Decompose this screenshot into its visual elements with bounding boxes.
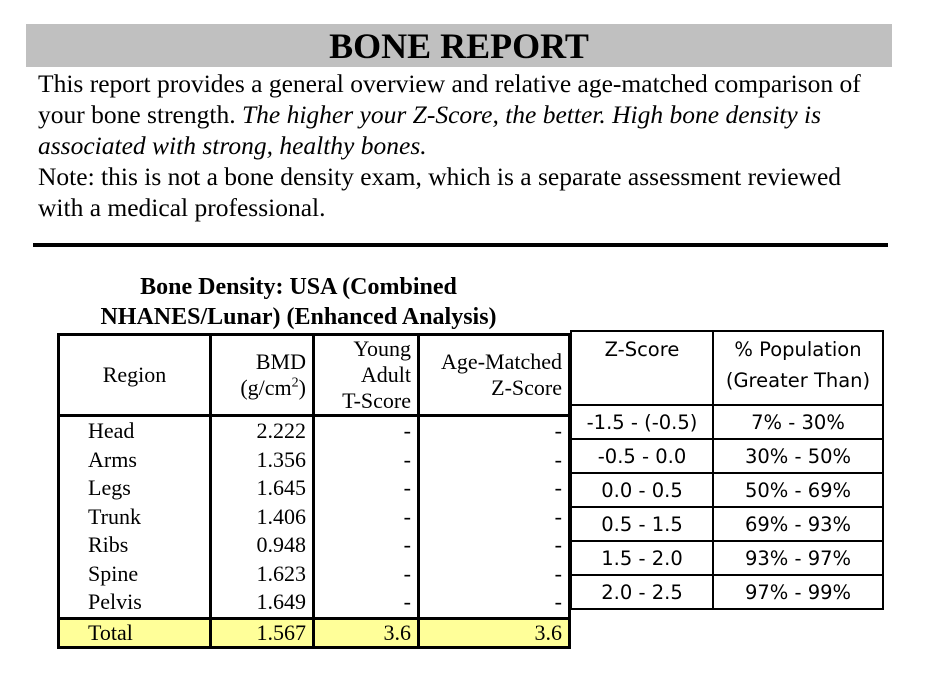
header-bmd: BMD (g/cm2)	[209, 333, 315, 417]
total-t-score: 3.6	[312, 616, 420, 649]
header-bmd-units: (g/cm2)	[218, 375, 306, 401]
header-population: % Population (Greater Than)	[712, 330, 884, 406]
cell-z-score: -	[417, 415, 571, 446]
header-z-line1: Age-Matched	[441, 349, 562, 374]
units-prefix: (g/cm	[240, 375, 292, 400]
units-superscript: 2	[291, 375, 299, 391]
header-population-line1: % Population	[734, 338, 862, 361]
disclaimer-note: Note: this is not a bone density exam, w…	[38, 162, 842, 222]
cell-population: 69% - 93%	[712, 506, 884, 542]
header-z-score: Age-Matched Z-Score	[417, 333, 571, 417]
cell-region: Legs	[57, 474, 212, 503]
cell-bmd: 1.406	[209, 502, 315, 531]
reference-row: 2.0 - 2.5 97% - 99%	[570, 574, 884, 610]
bmd-table-caption: Bone Density: USA (Combined NHANES/Lunar…	[57, 272, 540, 332]
cell-z-score: -	[417, 474, 571, 503]
caption-line-2: NHANES/Lunar) (Enhanced Analysis)	[100, 304, 497, 330]
reference-row: 1.5 - 2.0 93% - 97%	[570, 540, 884, 576]
header-bmd-line1: BMD	[255, 349, 306, 374]
reference-row: 0.5 - 1.5 69% - 93%	[570, 506, 884, 542]
intro-text: This report provides a general overview …	[38, 69, 861, 129]
header-region: Region	[57, 333, 212, 417]
header-t-line1: Young	[353, 336, 411, 361]
cell-t-score: -	[312, 415, 420, 446]
units-suffix: )	[298, 375, 306, 400]
cell-z-range: 0.5 - 1.5	[570, 506, 714, 542]
total-row: Total 1.567 3.6 3.6	[57, 616, 571, 649]
cell-t-score: -	[312, 445, 420, 474]
cell-bmd: 1.645	[209, 474, 315, 503]
cell-z-score: -	[417, 445, 571, 474]
header-t-line3: T-Score	[342, 388, 411, 413]
table-header-row: Region BMD (g/cm2) Young Adult T-Score A…	[57, 333, 571, 417]
total-label: Total	[57, 616, 212, 649]
intro-section: This report provides a general overview …	[38, 68, 888, 223]
cell-bmd: 1.356	[209, 445, 315, 474]
cell-z-score: -	[417, 588, 571, 618]
header-population-line2: (Greater Than)	[725, 369, 871, 392]
cell-z-score: -	[417, 531, 571, 560]
cell-region: Pelvis	[57, 588, 212, 618]
cell-population: 93% - 97%	[712, 540, 884, 576]
reference-row: 0.0 - 0.5 50% - 69%	[570, 472, 884, 508]
report-title: BONE REPORT	[329, 26, 589, 66]
cell-region: Arms	[57, 445, 212, 474]
cell-z-range: 0.0 - 0.5	[570, 472, 714, 508]
total-z-score: 3.6	[417, 616, 571, 649]
cell-z-range: 2.0 - 2.5	[570, 574, 714, 610]
cell-region: Spine	[57, 559, 212, 588]
cell-population: 7% - 30%	[712, 404, 884, 440]
table-row: Head 2.222 - -	[57, 415, 571, 446]
cell-bmd: 2.222	[209, 415, 315, 446]
header-z-range: Z-Score	[570, 330, 714, 406]
total-bmd: 1.567	[209, 616, 315, 649]
cell-t-score: -	[312, 502, 420, 531]
z-score-reference-table: Z-Score % Population (Greater Than) -1.5…	[570, 330, 884, 610]
table-row: Spine 1.623 - -	[57, 559, 571, 588]
cell-z-score: -	[417, 559, 571, 588]
cell-region: Head	[57, 415, 212, 446]
cell-t-score: -	[312, 474, 420, 503]
header-t-line2: Adult	[360, 362, 411, 387]
title-band: BONE REPORT	[26, 24, 892, 67]
reference-header-row: Z-Score % Population (Greater Than)	[570, 330, 884, 406]
table-row: Legs 1.645 - -	[57, 474, 571, 503]
cell-t-score: -	[312, 588, 420, 618]
table-row: Trunk 1.406 - -	[57, 502, 571, 531]
cell-z-range: 1.5 - 2.0	[570, 540, 714, 576]
table-row: Arms 1.356 - -	[57, 445, 571, 474]
cell-bmd: 0.948	[209, 531, 315, 560]
table-row: Ribs 0.948 - -	[57, 531, 571, 560]
reference-row: -1.5 - (-0.5) 7% - 30%	[570, 404, 884, 440]
header-z-line2: Z-Score	[491, 375, 562, 400]
cell-region: Trunk	[57, 502, 212, 531]
cell-region: Ribs	[57, 531, 212, 560]
cell-t-score: -	[312, 531, 420, 560]
bone-density-table: Region BMD (g/cm2) Young Adult T-Score A…	[57, 333, 571, 649]
caption-line-1: Bone Density: USA (Combined	[140, 274, 457, 300]
cell-bmd: 1.623	[209, 559, 315, 588]
intro-emphasis: The higher your Z-Score, the better. Hig…	[38, 100, 822, 160]
section-divider	[33, 243, 888, 247]
cell-t-score: -	[312, 559, 420, 588]
cell-bmd: 1.649	[209, 588, 315, 618]
reference-row: -0.5 - 0.0 30% - 50%	[570, 438, 884, 474]
cell-z-score: -	[417, 502, 571, 531]
header-t-score: Young Adult T-Score	[312, 333, 420, 417]
cell-population: 97% - 99%	[712, 574, 884, 610]
intro-paragraph: This report provides a general overview …	[38, 68, 888, 161]
cell-population: 30% - 50%	[712, 438, 884, 474]
table-row: Pelvis 1.649 - -	[57, 588, 571, 618]
cell-population: 50% - 69%	[712, 472, 884, 508]
cell-z-range: -0.5 - 0.0	[570, 438, 714, 474]
cell-z-range: -1.5 - (-0.5)	[570, 404, 714, 440]
